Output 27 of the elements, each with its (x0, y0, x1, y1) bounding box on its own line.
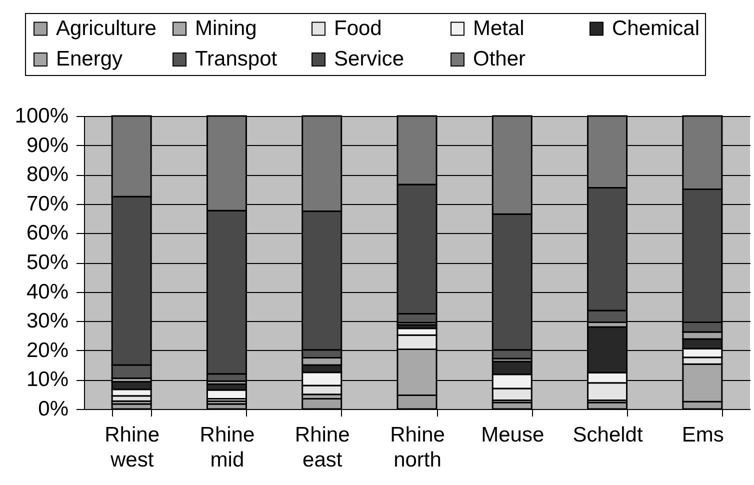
x-tick-label: Rhine mid (200, 424, 255, 472)
legend-label: Service (334, 48, 404, 70)
y-tick-label: 40% (26, 280, 68, 304)
y-tick-label: 80% (26, 163, 68, 186)
legend-label: Energy (56, 48, 124, 70)
y-tick-label: 100% (14, 104, 68, 128)
legend-label: Food (334, 16, 382, 40)
x-tick-label: Rhine west (104, 424, 160, 472)
y-tick-label: 60% (26, 222, 68, 245)
y-tick-label: 20% (26, 338, 68, 362)
x-tick-label: Rhine north (390, 424, 445, 472)
y-tick-label: 50% (26, 251, 68, 274)
legend-label: Mining (195, 16, 257, 40)
x-tick-label: Meuse (481, 424, 544, 446)
x-tick-label: Scheldt (572, 424, 643, 446)
legend-label: Metal (473, 16, 524, 40)
y-tick-label: 90% (26, 134, 68, 157)
legend-label: Chemical (612, 16, 700, 40)
legend-label: Other (473, 48, 526, 70)
y-tick-label: 0% (38, 398, 68, 420)
y-tick-label: 70% (26, 192, 68, 216)
x-tick-label: Ems (682, 424, 724, 446)
x-tick-label: Rhine east (294, 424, 350, 472)
legend-label: Transpot (195, 48, 278, 70)
legend-label: Agriculture (56, 16, 156, 40)
y-tick-label: 30% (26, 310, 68, 333)
y-tick-label: 10% (26, 368, 68, 392)
